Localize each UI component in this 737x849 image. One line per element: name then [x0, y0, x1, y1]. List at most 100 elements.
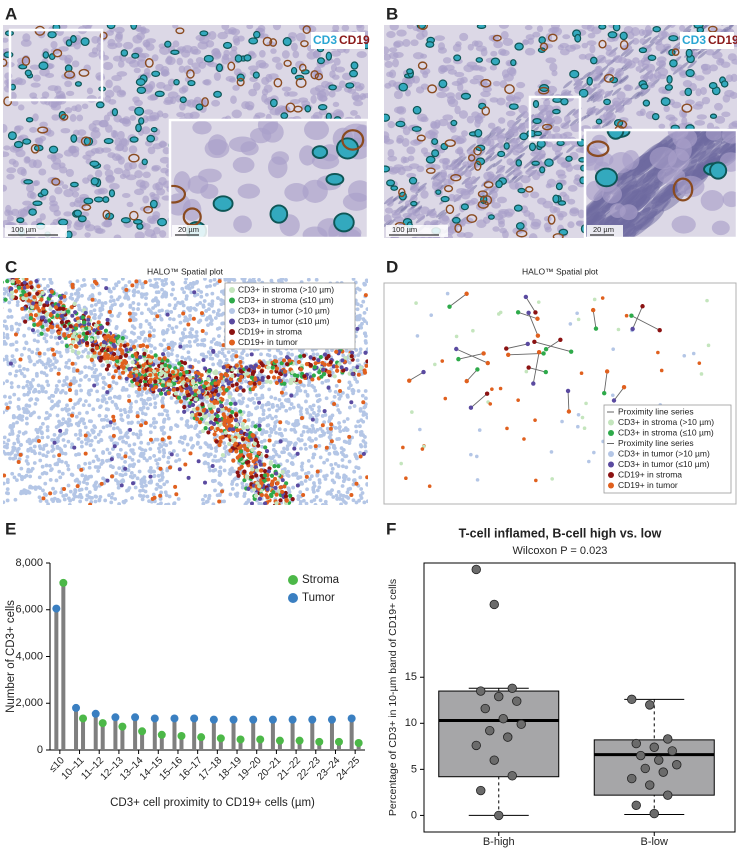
nucleus: [76, 114, 84, 122]
cell-dot: [178, 337, 183, 341]
cell-dot: [153, 278, 158, 281]
stroma-fiber: [581, 71, 591, 80]
cd19-cell: [283, 59, 292, 67]
nucleus: [65, 90, 75, 97]
nucleus: [389, 52, 399, 60]
cd19-cell: [473, 146, 482, 156]
cell-dot: [15, 420, 19, 425]
cell-dot: [344, 348, 349, 353]
cell-dot: [162, 338, 166, 343]
cd19-cell: [227, 61, 236, 71]
cd3-cell: [325, 172, 345, 186]
nucleus: [86, 87, 94, 95]
cell-dot: [25, 379, 30, 384]
nucleus: [522, 39, 529, 46]
nucleus: [605, 59, 614, 65]
cell-dot: [156, 502, 161, 505]
cell-dot: [215, 327, 220, 331]
cell-dot: [79, 370, 84, 375]
cell-dot: [308, 404, 313, 409]
cell-dot: [279, 402, 284, 406]
nucleus: [172, 40, 180, 48]
nucleus: [158, 177, 167, 186]
cell-dot: [95, 374, 100, 379]
cell-dot: [365, 307, 368, 312]
cell-dot: [19, 352, 24, 357]
nucleus: [141, 222, 151, 230]
cell-dot: [193, 307, 198, 312]
cell-dot: [51, 486, 55, 491]
cell-dot: [317, 485, 322, 490]
nucleus: [544, 117, 553, 124]
cell-dot: [305, 487, 309, 492]
cell-dot: [138, 432, 143, 437]
nucleus: [270, 48, 277, 54]
cell-dot: [77, 287, 82, 292]
nucleus: [493, 40, 504, 49]
cell-dot: [84, 497, 89, 502]
nucleus: [658, 123, 666, 129]
cd3-cell: [515, 222, 525, 230]
cell-dot: [189, 424, 194, 429]
nucleus: [3, 37, 9, 43]
cell-dot: [210, 302, 215, 306]
cell-dot: [54, 384, 59, 388]
cell-dot: [15, 303, 20, 308]
cell-dot: [85, 410, 89, 415]
nucleus: [621, 97, 633, 105]
stroma-fiber: [697, 50, 708, 59]
cell-dot: [309, 464, 314, 469]
cell-dot: [5, 498, 10, 503]
cell-dot: [92, 308, 97, 313]
cell-dot: [97, 298, 102, 303]
cd3-cell: [460, 92, 472, 100]
cell-dot: [159, 490, 164, 495]
cell-dot: [118, 408, 123, 413]
nucleus: [410, 39, 419, 47]
nucleus: [536, 25, 544, 33]
cell-dot: [50, 399, 54, 404]
nucleus: [549, 62, 558, 72]
nucleus: [604, 44, 612, 52]
stroma-fiber: [514, 174, 524, 184]
cd19-cell: [467, 154, 476, 162]
cd19-cell: [586, 140, 610, 158]
cell-dot: [66, 365, 71, 370]
nucleus: [39, 67, 50, 77]
cell-dot: [183, 315, 188, 320]
nucleus: [596, 54, 607, 64]
cd3-cell: [135, 123, 142, 133]
cd3-cell: [431, 149, 440, 158]
nucleus: [295, 60, 305, 69]
nucleus: [574, 84, 584, 91]
cell-dot: [226, 350, 231, 355]
cell-dot: [212, 278, 217, 282]
stroma-fiber: [566, 108, 576, 117]
nucleus: [288, 32, 297, 39]
cell-dot: [260, 417, 265, 422]
stroma-fiber: [611, 87, 622, 96]
stroma-fiber: [574, 243, 603, 269]
cell-dot: [252, 400, 257, 405]
cell-dot: [322, 420, 327, 425]
nucleus: [105, 30, 114, 36]
cell-dot: [107, 372, 111, 377]
cell-dot: [128, 303, 133, 308]
nucleus: [69, 201, 76, 208]
nucleus: [505, 131, 514, 139]
nucleus: [461, 130, 469, 137]
cell-dot: [244, 483, 249, 487]
cd3-cell: [515, 159, 523, 167]
nucleus: [575, 147, 587, 153]
cell-dot: [295, 389, 300, 393]
cell-dot: [203, 460, 208, 465]
cell-dot: [364, 341, 368, 345]
nucleus: [91, 35, 100, 44]
stroma-fiber: [620, 173, 646, 194]
nucleus: [504, 211, 514, 218]
nucleus: [328, 90, 336, 98]
stroma-fiber: [523, 160, 534, 169]
nucleus: [525, 169, 536, 176]
nucleus: [663, 105, 670, 113]
cell-dot: [90, 374, 95, 379]
